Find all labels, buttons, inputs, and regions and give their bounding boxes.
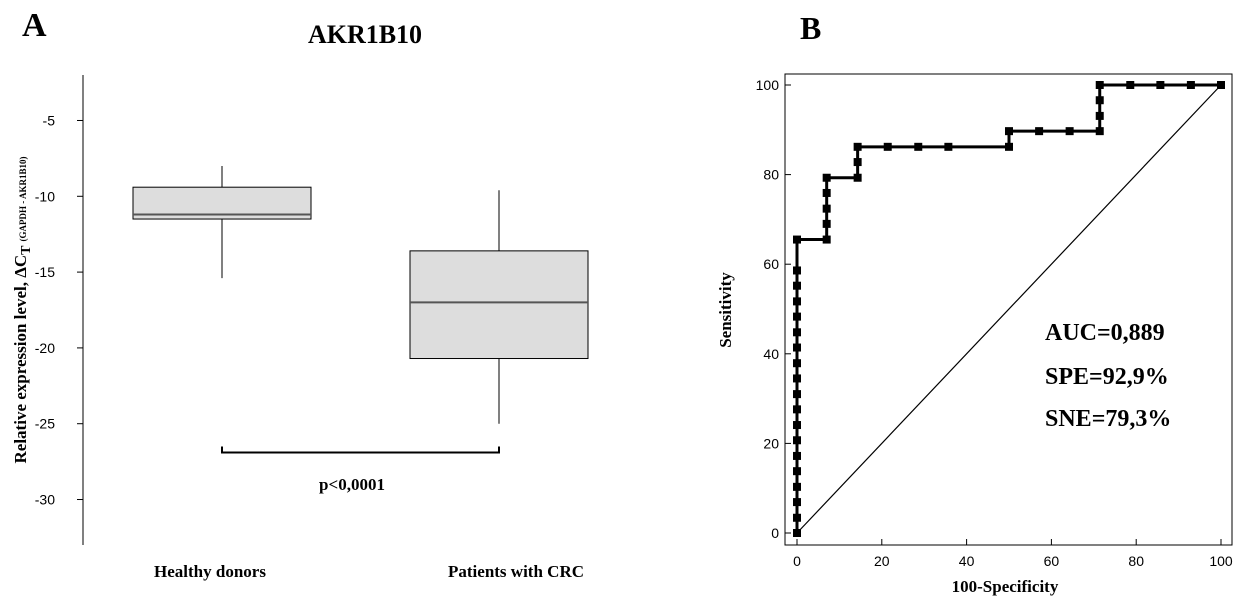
panel-b-ytick-label: 60 bbox=[763, 256, 779, 272]
panel-a-ylabel-small: (GAPDH - AKR1B10) bbox=[18, 157, 28, 242]
roc-point bbox=[793, 312, 801, 321]
roc-point bbox=[822, 188, 831, 197]
panel-a-ylabel-main: Relative expression level, ΔC bbox=[11, 255, 30, 464]
panel-b-xtick-label: 80 bbox=[1128, 553, 1144, 569]
panel-b-y-axis-label: Sensitivity bbox=[716, 272, 735, 348]
panel-b-xtick-label: 20 bbox=[874, 553, 890, 569]
roc-point bbox=[793, 405, 801, 414]
roc-point bbox=[793, 328, 801, 337]
roc-point bbox=[1186, 81, 1195, 89]
panel-b-x-axis-label: 100-Specificity bbox=[952, 577, 1059, 596]
roc-point bbox=[1095, 81, 1104, 89]
panel-a-boxes bbox=[132, 165, 589, 424]
roc-point bbox=[822, 219, 831, 228]
roc-point bbox=[793, 297, 801, 306]
roc-point bbox=[1035, 127, 1044, 136]
panel-a-ytick-label: -30 bbox=[35, 492, 55, 508]
roc-point bbox=[793, 436, 801, 445]
roc-point bbox=[793, 343, 801, 352]
roc-point bbox=[793, 281, 801, 290]
panel-a-ytick-label: -25 bbox=[35, 416, 55, 432]
roc-point bbox=[1005, 142, 1013, 151]
panel-a-y-axis-label: Relative expression level, ΔCT (GAPDH - A… bbox=[11, 157, 34, 464]
panel-a-y-ticks: -5 -10 -15 -20 -25 -30 bbox=[35, 112, 83, 508]
roc-point bbox=[793, 498, 801, 507]
roc-markers bbox=[793, 81, 1225, 537]
roc-point bbox=[793, 421, 801, 430]
roc-point bbox=[914, 142, 923, 151]
roc-point bbox=[793, 529, 801, 537]
reference-diagonal-line bbox=[796, 84, 1222, 534]
roc-point bbox=[793, 451, 801, 460]
roc-point bbox=[883, 142, 892, 151]
category-label-healthy-donors: Healthy donors bbox=[154, 562, 266, 581]
roc-point bbox=[1095, 96, 1104, 105]
auc-stat: AUC=0,889 bbox=[1045, 320, 1165, 346]
roc-point bbox=[1156, 81, 1165, 89]
panel-a-ytick-label: -10 bbox=[35, 188, 55, 204]
panel-b-letter: B bbox=[800, 10, 821, 46]
panel-b-xtick-label: 40 bbox=[959, 553, 975, 569]
roc-point bbox=[1095, 127, 1104, 136]
roc-point bbox=[793, 390, 801, 399]
panel-a: A AKR1B10 -5 -10 -15 -20 -25 -30 Relative exp… bbox=[11, 7, 589, 581]
roc-point bbox=[853, 173, 862, 182]
roc-point bbox=[793, 266, 801, 275]
roc-point bbox=[822, 235, 831, 244]
roc-point bbox=[853, 158, 862, 167]
significance-bracket bbox=[221, 446, 500, 454]
panel-b-plot-frame bbox=[784, 73, 1233, 546]
roc-point bbox=[793, 513, 801, 522]
category-label-patients-crc: Patients with CRC bbox=[448, 562, 584, 581]
box-iqr bbox=[409, 250, 589, 360]
panel-b-ytick-label: 100 bbox=[756, 77, 780, 93]
roc-point bbox=[793, 374, 801, 383]
panel-b: B 0 20 40 60 80 100 0 20 40 60 80 100 100-Specifici… bbox=[716, 10, 1233, 596]
roc-point bbox=[793, 235, 801, 244]
panel-a-title: AKR1B10 bbox=[308, 20, 422, 49]
panel-a-letter: A bbox=[22, 7, 47, 44]
panel-b-ytick-label: 40 bbox=[763, 346, 779, 362]
roc-point bbox=[793, 359, 801, 368]
roc-point bbox=[853, 142, 862, 151]
roc-point bbox=[1005, 127, 1013, 136]
panel-b-ytick-label: 20 bbox=[763, 435, 779, 451]
panel-a-ytick-label: -5 bbox=[43, 112, 56, 128]
sensitivity-stat: SNE=79,3% bbox=[1045, 406, 1171, 432]
panel-a-ytick-label: -20 bbox=[35, 340, 55, 356]
roc-point bbox=[1217, 81, 1225, 89]
roc-point bbox=[944, 142, 953, 151]
specificity-stat: SPE=92,9% bbox=[1045, 364, 1169, 390]
panel-b-ytick-label: 0 bbox=[771, 525, 779, 541]
panel-a-ytick-label: -15 bbox=[35, 264, 55, 280]
roc-point bbox=[1065, 127, 1074, 136]
roc-point bbox=[793, 482, 801, 491]
panel-b-xtick-label: 100 bbox=[1209, 553, 1233, 569]
panel-b-xtick-label: 60 bbox=[1044, 553, 1060, 569]
panel-b-ticks: 0 20 40 60 80 100 0 20 40 60 80 100 bbox=[756, 77, 1233, 569]
roc-point bbox=[822, 173, 831, 182]
panel-b-xtick-label: 0 bbox=[793, 553, 801, 569]
roc-point bbox=[1095, 111, 1104, 120]
p-value-annotation: p<0,0001 bbox=[319, 475, 385, 494]
panel-b-ytick-label: 80 bbox=[763, 167, 779, 183]
roc-point bbox=[1126, 81, 1135, 89]
panel-a-ylabel-subscript: T bbox=[19, 245, 34, 255]
roc-point bbox=[793, 467, 801, 476]
roc-point bbox=[822, 204, 831, 213]
